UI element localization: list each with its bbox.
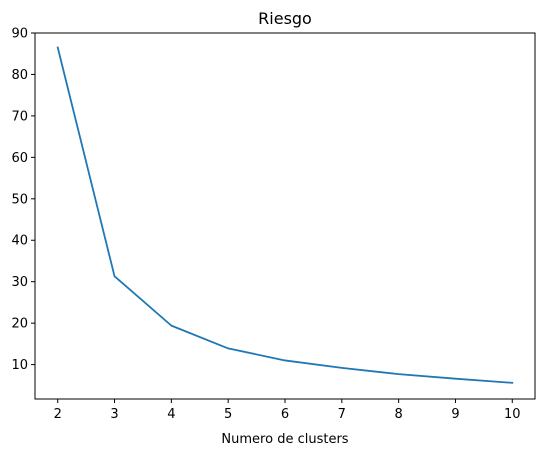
- series-line: [56, 46, 514, 384]
- x-tick-label: 5: [224, 407, 232, 422]
- y-tick-label: 70: [11, 109, 28, 124]
- y-tick-label: 90: [11, 27, 28, 42]
- chart-title: Riesgo: [258, 9, 312, 28]
- plot-frame: [34, 32, 536, 400]
- y-tick-label: 30: [11, 275, 28, 290]
- x-axis-label: Numero de clusters: [221, 432, 348, 447]
- plot-area: [35, 33, 535, 399]
- x-axis: 2 3 4 5 6 7 8 9 10: [54, 399, 521, 422]
- x-tick-label: 6: [281, 407, 289, 422]
- x-tick-label: 8: [394, 407, 402, 422]
- y-axis: 10 20 30 40 50 60 70 80 90: [11, 27, 35, 373]
- x-tick-label: 7: [338, 407, 346, 422]
- y-tick-label: 50: [11, 192, 28, 207]
- x-tick-label: 9: [451, 407, 459, 422]
- y-tick-label: 60: [11, 151, 28, 166]
- y-tick-label: 20: [11, 317, 28, 332]
- x-tick-label: 4: [167, 407, 175, 422]
- y-tick-label: 80: [11, 68, 28, 83]
- x-tick-label: 2: [54, 407, 62, 422]
- x-tick-label: 10: [504, 407, 521, 422]
- x-tick-label: 3: [110, 407, 118, 422]
- series-group: [56, 46, 514, 384]
- y-tick-label: 40: [11, 234, 28, 249]
- y-tick-label: 10: [11, 358, 28, 373]
